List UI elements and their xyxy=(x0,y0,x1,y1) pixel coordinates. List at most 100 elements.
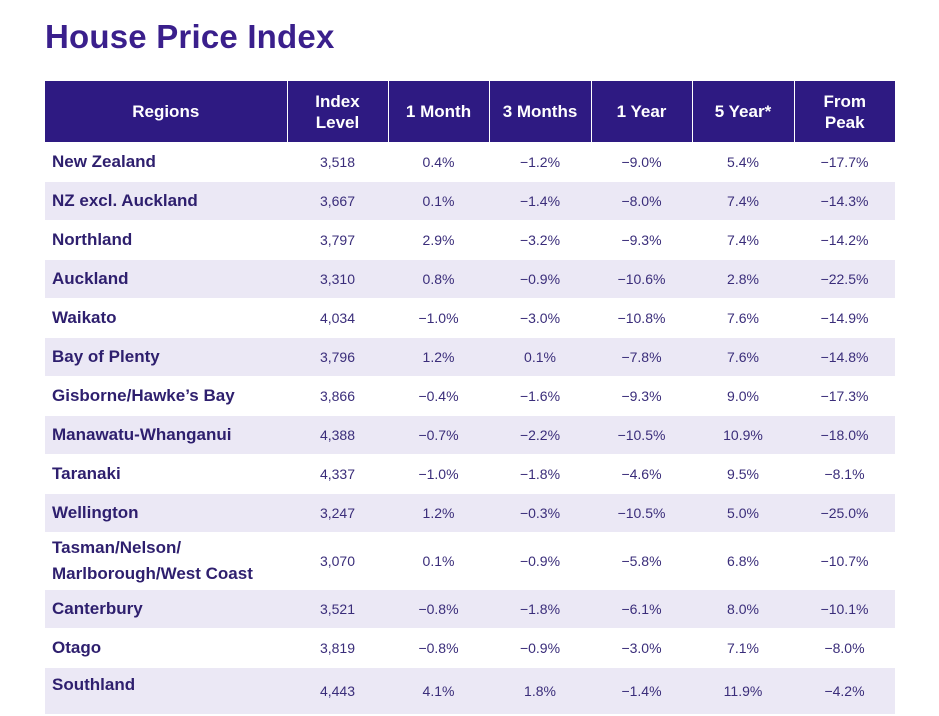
table-row: Manawatu-Whanganui 4,388 −0.7% −2.2% −10.5% 1… xyxy=(45,415,895,455)
region-cell: Bay of Plenty xyxy=(45,337,287,377)
one-year-cell: −10.8% xyxy=(591,298,692,338)
header-1-month: 1 Month xyxy=(388,81,490,143)
header-1-year: 1 Year xyxy=(591,81,693,143)
five-year-cell: 5.4% xyxy=(692,142,794,182)
header-3-months: 3 Months xyxy=(489,81,592,143)
region-cell: Wellington xyxy=(45,493,287,533)
one-year-cell: −9.3% xyxy=(591,376,692,416)
one-month-cell: 2.9% xyxy=(388,220,489,260)
house-price-index-table: Regions Index Level 1 Month 3 Months 1 Ye… xyxy=(45,81,895,714)
region-name: Auckland xyxy=(52,269,129,288)
one-month-cell: −0.4% xyxy=(388,376,489,416)
one-month-cell: −0.8% xyxy=(388,628,489,668)
five-year-cell: 5.0% xyxy=(692,493,794,533)
three-months-cell: −1.8% xyxy=(489,589,591,629)
table-row: NZ excl. Auckland 3,667 0.1% −1.4% −8.0% 7.4%… xyxy=(45,181,895,221)
from-peak-cell: −17.7% xyxy=(794,142,895,182)
index-level-cell: 3,797 xyxy=(287,220,388,260)
five-year-cell: 9.0% xyxy=(692,376,794,416)
one-year-cell: −10.5% xyxy=(591,493,692,533)
table-header-row: Regions Index Level 1 Month 3 Months 1 Ye… xyxy=(45,81,895,143)
index-level-cell: 3,247 xyxy=(287,493,388,533)
one-month-cell: 0.1% xyxy=(388,532,489,590)
from-peak-cell: −10.1% xyxy=(794,589,895,629)
table-row: Southland 4,443 4.1% 1.8% −1.4% 11.9% −4.2% xyxy=(45,667,895,714)
region-name: Waikato xyxy=(52,308,117,327)
three-months-cell: −3.2% xyxy=(489,220,591,260)
region-cell: Northland xyxy=(45,220,287,260)
region-name: NZ excl. Auckland xyxy=(52,191,198,210)
three-months-cell: −1.2% xyxy=(489,142,591,182)
region-cell: Canterbury xyxy=(45,589,287,629)
header-from-peak: From Peak xyxy=(794,81,895,143)
region-name: Northland xyxy=(52,230,133,249)
three-months-cell: −1.6% xyxy=(489,376,591,416)
region-cell: New Zealand xyxy=(45,142,287,182)
three-months-cell: −0.9% xyxy=(489,532,591,590)
one-year-cell: −9.3% xyxy=(591,220,692,260)
region-cell: Otago xyxy=(45,628,287,668)
index-level-cell: 3,310 xyxy=(287,259,388,299)
one-month-cell: 0.1% xyxy=(388,181,489,221)
header-index-level: Index Level xyxy=(287,81,389,143)
region-name: Canterbury xyxy=(52,599,143,618)
one-year-cell: −10.5% xyxy=(591,415,692,455)
three-months-cell: −0.3% xyxy=(489,493,591,533)
one-month-cell: 1.2% xyxy=(388,493,489,533)
from-peak-cell: −14.3% xyxy=(794,181,895,221)
one-year-cell: −8.0% xyxy=(591,181,692,221)
index-level-cell: 4,337 xyxy=(287,454,388,494)
three-months-cell: 1.8% xyxy=(489,667,591,714)
table-row: Auckland 3,310 0.8% −0.9% −10.6% 2.8% −22.5% xyxy=(45,259,895,299)
index-level-cell: 3,796 xyxy=(287,337,388,377)
five-year-cell: 2.8% xyxy=(692,259,794,299)
region-name: Gisborne/Hawke’s Bay xyxy=(52,386,235,405)
from-peak-cell: −14.8% xyxy=(794,337,895,377)
index-level-cell: 3,070 xyxy=(287,532,388,590)
table-row: Bay of Plenty 3,796 1.2% 0.1% −7.8% 7.6% −14.8… xyxy=(45,337,895,377)
region-name: New Zealand xyxy=(52,152,156,171)
from-peak-cell: −4.2% xyxy=(794,667,895,714)
table-row: Waikato 4,034 −1.0% −3.0% −10.8% 7.6% −14.9% xyxy=(45,298,895,338)
three-months-cell: −3.0% xyxy=(489,298,591,338)
index-level-cell: 3,866 xyxy=(287,376,388,416)
one-month-cell: −1.0% xyxy=(388,298,489,338)
five-year-cell: 8.0% xyxy=(692,589,794,629)
region-name: Otago xyxy=(52,638,102,657)
from-peak-cell: −10.7% xyxy=(794,532,895,590)
five-year-cell: 7.1% xyxy=(692,628,794,668)
one-year-cell: −3.0% xyxy=(591,628,692,668)
index-level-cell: 3,521 xyxy=(287,589,388,629)
three-months-cell: 0.1% xyxy=(489,337,591,377)
five-year-cell: 6.8% xyxy=(692,532,794,590)
table-row: Taranaki 4,337 −1.0% −1.8% −4.6% 9.5% −8.1% xyxy=(45,454,895,494)
one-month-cell: −0.7% xyxy=(388,415,489,455)
region-name: Bay of Plenty xyxy=(52,347,160,366)
region-name: Tasman/Nelson/ xyxy=(52,538,182,557)
index-level-cell: 3,667 xyxy=(287,181,388,221)
table-row: Tasman/Nelson/Marlborough/West Coast 3,07… xyxy=(45,532,895,590)
index-level-cell: 4,034 xyxy=(287,298,388,338)
one-year-cell: −6.1% xyxy=(591,589,692,629)
region-cell: Manawatu-Whanganui xyxy=(45,415,287,455)
index-level-cell: 3,819 xyxy=(287,628,388,668)
index-level-cell: 3,518 xyxy=(287,142,388,182)
region-name: Marlborough/West Coast xyxy=(52,564,253,583)
index-level-cell: 4,388 xyxy=(287,415,388,455)
five-year-cell: 7.6% xyxy=(692,298,794,338)
region-name: Southland xyxy=(52,675,136,694)
one-year-cell: −7.8% xyxy=(591,337,692,377)
index-level-cell: 4,443 xyxy=(287,667,388,714)
from-peak-cell: −8.0% xyxy=(794,628,895,668)
region-cell: Waikato xyxy=(45,298,287,338)
table-row: Canterbury 3,521 −0.8% −1.8% −6.1% 8.0% −10.1% xyxy=(45,589,895,629)
from-peak-cell: −14.2% xyxy=(794,220,895,260)
five-year-cell: 10.9% xyxy=(692,415,794,455)
region-cell: Taranaki xyxy=(45,454,287,494)
from-peak-cell: −18.0% xyxy=(794,415,895,455)
region-cell: Tasman/Nelson/Marlborough/West Coast xyxy=(45,532,287,590)
region-cell: Auckland xyxy=(45,259,287,299)
one-month-cell: −0.8% xyxy=(388,589,489,629)
three-months-cell: −1.4% xyxy=(489,181,591,221)
